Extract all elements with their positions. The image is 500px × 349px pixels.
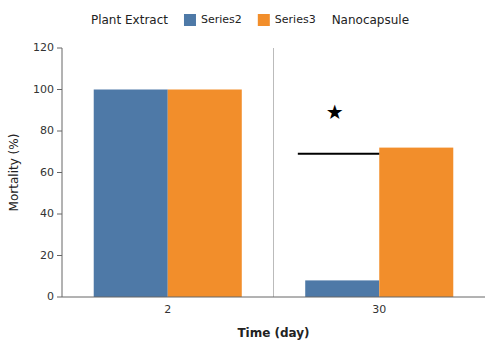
y-tick-label: 120	[33, 41, 54, 54]
reference-line	[298, 153, 379, 155]
y-tick-label: 20	[40, 249, 54, 262]
x-axis-label: Time (day)	[237, 326, 309, 340]
y-tick	[57, 48, 62, 49]
annotation: ★	[326, 100, 344, 124]
y-tick	[57, 131, 62, 132]
y-axis: 0 20 40 60 80 100 120	[33, 41, 62, 303]
bar	[379, 148, 453, 297]
x-tick-label: 30	[372, 303, 386, 316]
x-axis-line	[62, 297, 485, 298]
y-tick-label: 0	[47, 290, 54, 303]
legend-swatch	[258, 14, 270, 26]
y-tick	[57, 297, 62, 298]
y-axis-line	[62, 48, 63, 297]
bar	[168, 90, 242, 298]
legend-label: Series3	[275, 13, 316, 26]
y-tick-label: 80	[40, 124, 54, 137]
y-tick-label: 60	[40, 166, 54, 179]
x-tick-label: 2	[164, 303, 171, 316]
legend-label: Series2	[201, 13, 242, 26]
bar	[305, 280, 379, 297]
y-tick	[57, 214, 62, 215]
y-tick	[57, 172, 62, 173]
legend: Plant Extract Series2 Series3 Nanocapsule	[91, 13, 409, 27]
y-tick-label: 100	[33, 83, 54, 96]
annotation: Plant Extract	[91, 13, 168, 27]
y-axis-label: Mortality (%)	[7, 134, 21, 212]
y-tick-label: 40	[40, 207, 54, 220]
legend-swatch	[184, 14, 196, 26]
group-separator	[273, 48, 274, 297]
annotation: Nanocapsule	[332, 13, 409, 27]
bar	[94, 90, 168, 298]
chart: 0 20 40 60 80 100 120 2 30 Time (day) Mortality (%…	[0, 0, 500, 349]
bars	[94, 90, 454, 298]
y-tick	[57, 255, 62, 256]
y-tick	[57, 89, 62, 90]
